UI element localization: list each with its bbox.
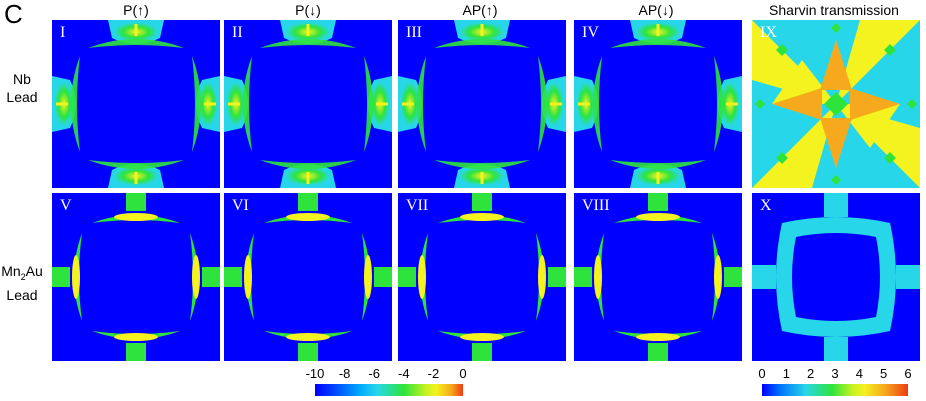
heatmap-canvas — [398, 20, 566, 188]
heatmap-canvas — [752, 193, 920, 361]
panel-roman-label: X — [760, 197, 772, 214]
transmission-hotspots — [224, 20, 392, 188]
heatmap-canvas — [224, 20, 392, 188]
heatmap-canvas — [398, 193, 566, 361]
panel-roman-label: III — [406, 24, 422, 41]
panel-roman-label: VIII — [582, 197, 610, 214]
heatmap-panel: IX — [752, 20, 920, 188]
colorbar-sharvin-tick: 3 — [831, 366, 839, 381]
row-label-mn2au-lead: Mn2Au Lead — [0, 262, 44, 304]
transmission-bands — [224, 193, 392, 361]
heatmap-canvas — [224, 193, 392, 361]
row-label-nb-line2: Lead — [6, 89, 38, 105]
heatmap-panel: I — [52, 20, 220, 188]
heatmap-canvas — [52, 20, 220, 188]
heatmap-canvas — [52, 193, 220, 361]
colorbar-sharvin-tick: 6 — [904, 366, 912, 381]
panel-roman-label: VII — [406, 197, 429, 214]
heatmap-panel: VIII — [574, 193, 742, 361]
panel-roman-label: IX — [760, 24, 777, 41]
sharvin-ring — [752, 193, 920, 361]
transmission-hotspots — [52, 20, 220, 188]
heatmap-panel: III — [398, 20, 566, 188]
transmission-hotspots — [398, 20, 566, 188]
colorbar-log-tick: -8 — [338, 366, 351, 381]
panel-roman-label: VI — [232, 197, 249, 214]
panel-letter: C — [4, 0, 23, 29]
row-label-subscript: 2 — [20, 271, 26, 282]
column-title-p-up: P(↑) — [123, 2, 149, 18]
heatmap-panel: VII — [398, 193, 566, 361]
heatmap-canvas — [574, 193, 742, 361]
colorbar-sharvin — [762, 384, 908, 396]
colorbar-sharvin-ticks: 0 1 2 3 4 5 6 — [758, 366, 912, 382]
heatmap-panel: VI — [224, 193, 392, 361]
heatmap-canvas — [574, 20, 742, 188]
row-label-au: Au — [25, 263, 43, 279]
row-label-nb-line1: Nb — [13, 71, 31, 87]
heatmap-panel: II — [224, 20, 392, 188]
colorbar-log — [315, 384, 463, 396]
column-title-ap-down: AP(↓) — [638, 2, 674, 18]
sharvin-pattern — [752, 20, 920, 188]
panel-roman-label: II — [232, 24, 243, 41]
row-label-mn2au-line1: Mn2Au — [0, 262, 44, 286]
heatmap-panel: V — [52, 193, 220, 361]
transmission-bands — [574, 193, 742, 361]
colorbar-log-tick: -6 — [368, 366, 380, 381]
column-title-p-down: P(↓) — [295, 2, 321, 18]
colorbar-sharvin-tick: 5 — [880, 366, 888, 381]
panel-roman-label: IV — [582, 24, 599, 41]
colorbar-log-tick: -10 — [305, 366, 325, 381]
panel-roman-label: V — [60, 197, 72, 214]
colorbar-log-tick: 0 — [459, 366, 467, 381]
transmission-hotspots — [574, 20, 742, 188]
column-title-ap-up: AP(↑) — [462, 2, 498, 18]
colorbar-sharvin-tick: 2 — [807, 366, 815, 381]
colorbar-sharvin-tick: 0 — [758, 366, 766, 381]
row-label-mn2au-line2: Lead — [6, 286, 38, 303]
colorbar-log-tick: -2 — [427, 366, 440, 381]
transmission-bands — [52, 193, 220, 361]
colorbar-log-ticks: -10 -8 -6 -4 -2 0 — [306, 366, 467, 382]
row-label-mn: Mn — [1, 263, 21, 279]
panel-roman-label: I — [60, 24, 66, 41]
colorbar-sharvin-tick: 4 — [855, 366, 863, 381]
row-label-nb-lead: Nb Lead — [0, 70, 44, 106]
heatmap-panel: X — [752, 193, 920, 361]
colorbar-log-tick: -4 — [398, 366, 410, 381]
transmission-bands — [398, 193, 566, 361]
column-title-sharvin: Sharvin transmission — [769, 2, 899, 18]
colorbar-sharvin-tick: 1 — [782, 366, 790, 381]
heatmap-panel: IV — [574, 20, 742, 188]
heatmap-canvas — [752, 20, 920, 188]
